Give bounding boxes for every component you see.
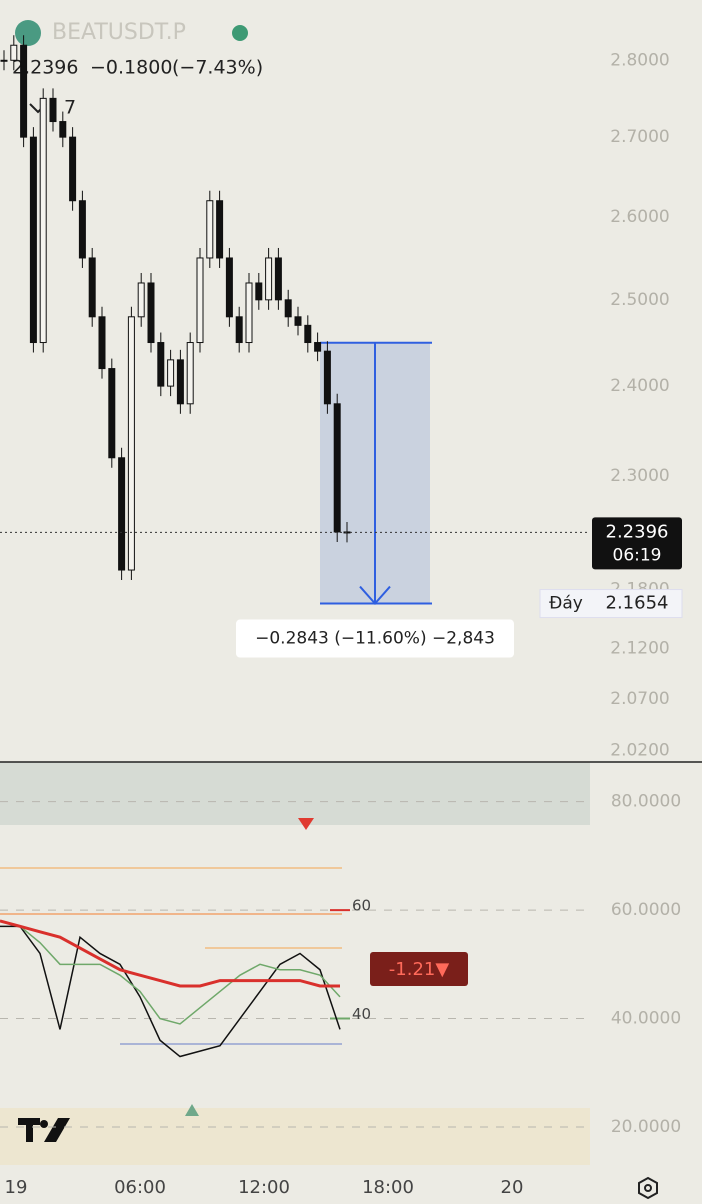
candle — [0, 59, 8, 62]
y-tick-label: 2.1200 — [610, 638, 669, 658]
candle — [245, 282, 253, 344]
price-tag-value: 2.2396 — [606, 521, 669, 542]
settings-icon[interactable] — [638, 1176, 658, 1200]
candle — [176, 359, 184, 405]
tag-bg — [370, 952, 468, 986]
candle — [225, 257, 233, 318]
oscillator-line — [0, 920, 341, 1025]
candle — [88, 257, 96, 318]
indicator-count[interactable]: 7 — [64, 97, 76, 119]
status-dot — [232, 25, 248, 41]
overbought-zone — [0, 762, 590, 825]
x-tick-label: 12:00 — [238, 1177, 290, 1198]
price: 2.2396 — [12, 57, 78, 79]
candle — [304, 324, 312, 344]
x-tick-label: 18:00 — [362, 1177, 414, 1198]
candle — [29, 136, 37, 344]
candle — [206, 200, 214, 259]
x-tick-label: 06:00 — [114, 1177, 166, 1198]
candle — [235, 316, 243, 344]
candle — [255, 282, 263, 301]
y-tick-label: 2.7000 — [610, 127, 669, 147]
price-tag — [592, 517, 682, 570]
oversold-zone — [0, 1108, 590, 1165]
candle — [274, 257, 282, 301]
y-tick-label: 60.0000 — [611, 900, 681, 920]
candle — [49, 97, 57, 123]
level-label: 60 — [352, 897, 371, 915]
candle — [108, 368, 116, 459]
measure-label-bg — [236, 619, 514, 658]
candle — [323, 350, 331, 405]
y-tick-label: 2.5000 — [610, 290, 669, 310]
candle — [127, 316, 135, 571]
x-tick-label: 20 — [501, 1177, 524, 1198]
low-name: Đáy — [549, 594, 583, 614]
y-tick-label: 2.0700 — [610, 689, 669, 709]
candle — [20, 44, 28, 138]
logo — [18, 1118, 70, 1142]
signal-down — [298, 818, 314, 830]
countdown: 06:19 — [613, 545, 662, 565]
candle — [147, 282, 155, 344]
candle — [265, 257, 273, 301]
oscillator-line — [0, 925, 341, 1058]
x-tick-label: 19 — [5, 1177, 28, 1198]
y-tick-label: 2.8000 — [610, 50, 669, 70]
candle — [196, 257, 204, 344]
symbol-icon — [15, 20, 41, 46]
y-tick-label: 2.6000 — [610, 207, 669, 227]
candle — [167, 359, 175, 387]
candle — [69, 136, 77, 202]
candle — [59, 121, 67, 138]
candle — [98, 316, 106, 370]
y-tick-label: 2.0200 — [610, 740, 669, 760]
candle — [137, 282, 145, 318]
arrow-head — [359, 585, 391, 606]
candle — [216, 200, 224, 259]
candle — [186, 342, 194, 405]
level-label: 40 — [352, 1005, 371, 1023]
candle — [314, 342, 322, 352]
y-tick-label: 20.0000 — [611, 1117, 681, 1137]
candle — [157, 342, 165, 387]
change-pct: (−7.43%) — [172, 57, 263, 79]
symbol[interactable]: BEATUSDT.P — [52, 20, 186, 45]
tag: -1.21▼ — [389, 959, 450, 980]
y-tick-label: 40.0000 — [611, 1009, 681, 1029]
candle — [294, 316, 302, 326]
low-tag — [539, 589, 683, 619]
change: −0.1800 — [90, 57, 172, 79]
y-tick-label: 2.4000 — [610, 376, 669, 396]
candle — [284, 299, 292, 318]
candle — [118, 457, 126, 571]
oscillator-line — [0, 919, 340, 988]
measure-label: −0.2843 (−11.60%) −2,843 — [255, 629, 495, 649]
y-tick-label: 80.0000 — [611, 792, 681, 812]
low-value: 2.1654 — [606, 593, 669, 614]
signal-up — [185, 1104, 199, 1116]
candle — [39, 97, 47, 344]
candle — [333, 403, 341, 533]
candle — [78, 200, 86, 259]
candle — [10, 44, 18, 61]
y-tick-label: 2.3000 — [610, 466, 669, 486]
